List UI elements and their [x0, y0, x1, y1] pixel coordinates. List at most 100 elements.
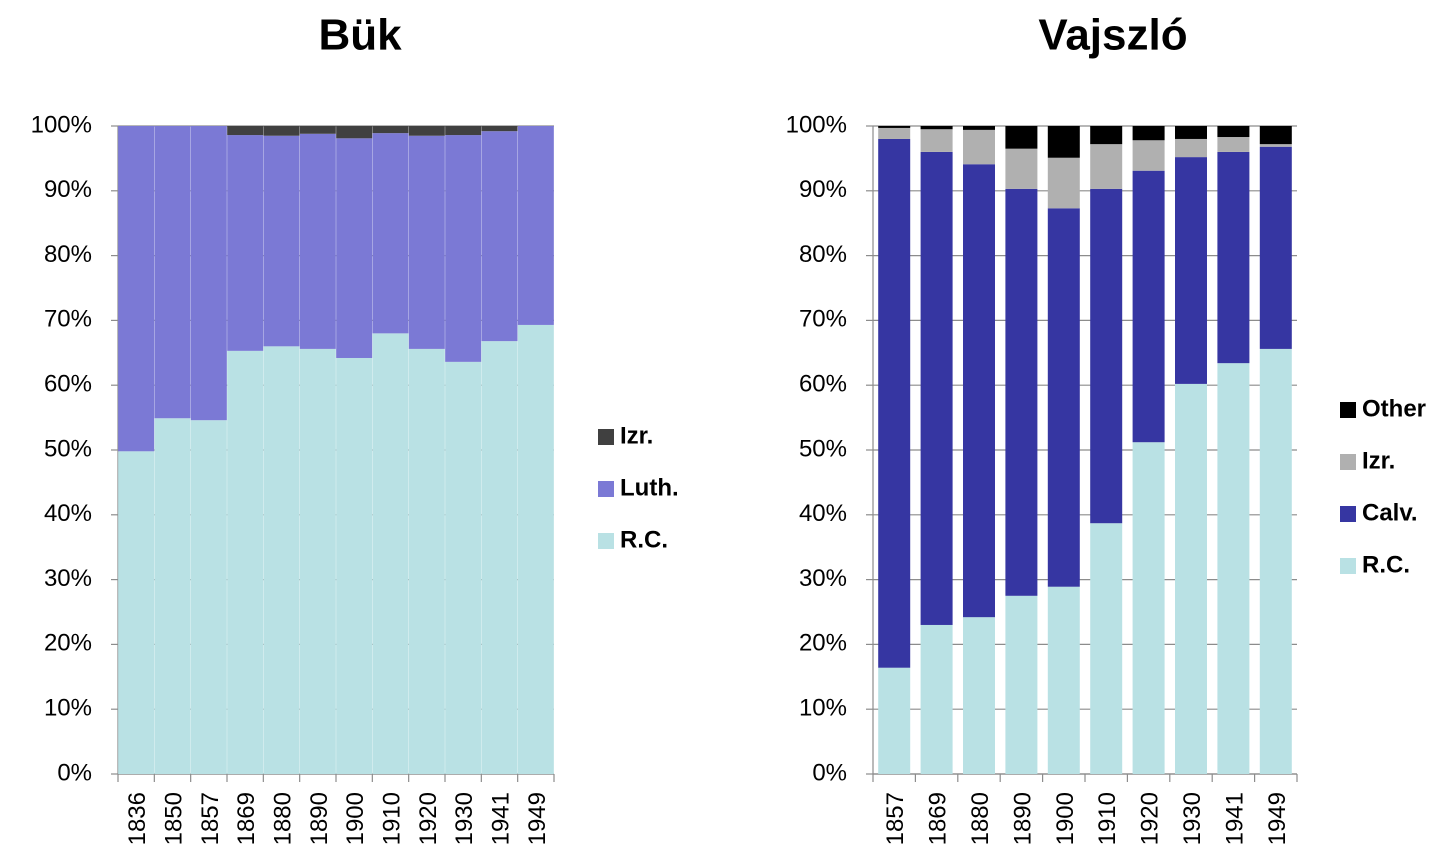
bar-segment [481, 341, 518, 774]
bar-segment [190, 126, 227, 421]
legend-label: Calv. [1362, 499, 1418, 526]
y-tick-label: 90% [44, 176, 92, 203]
bar-segment [1217, 363, 1250, 774]
x-tick-label: 1836 [124, 792, 151, 845]
y-tick-label: 10% [44, 695, 92, 722]
bar-segment [154, 126, 191, 419]
legend-swatch [598, 429, 614, 445]
y-tick-label: 20% [44, 630, 92, 657]
legend-label: Izr. [620, 422, 653, 449]
bar-segment [1047, 157, 1080, 209]
bar-segment [920, 129, 953, 152]
bar-segment [517, 126, 554, 325]
bar-segment [517, 324, 554, 774]
x-tick-label: 1857 [882, 792, 909, 845]
x-tick-label: 1900 [342, 792, 369, 845]
x-tick-label: 1910 [379, 792, 406, 845]
bar-segment [190, 420, 227, 774]
y-tick-label: 80% [44, 241, 92, 268]
bar-segment [227, 135, 264, 351]
x-tick-label: 1869 [233, 792, 260, 845]
bar-segment [920, 151, 953, 625]
bar-segment [963, 617, 995, 774]
y-tick-label: 40% [44, 500, 92, 527]
bar-segment [1259, 146, 1292, 349]
y-tick-label: 50% [799, 435, 847, 462]
bar-segment [154, 418, 191, 774]
bar-segment [1175, 126, 1207, 139]
y-tick-label: 30% [799, 565, 847, 592]
bar-segment [1090, 523, 1123, 774]
legend-label: Other [1362, 395, 1426, 422]
x-tick-label: 1941 [1221, 792, 1248, 845]
bar-segment [408, 135, 445, 349]
bar-segment [1175, 383, 1207, 774]
legend-swatch [1340, 506, 1356, 522]
x-tick-label: 1890 [1009, 792, 1036, 845]
y-tick-label: 70% [44, 306, 92, 333]
legend-swatch [1340, 402, 1356, 418]
bar-segment [481, 126, 518, 132]
x-tick-label: 1930 [451, 792, 478, 845]
y-tick-label: 30% [44, 565, 92, 592]
y-tick-label: 70% [799, 306, 847, 333]
y-tick-label: 20% [799, 630, 847, 657]
x-tick-label: 1900 [1052, 792, 1079, 845]
x-tick-label: 1949 [524, 792, 551, 845]
y-tick-label: 90% [799, 176, 847, 203]
y-tick-label: 10% [799, 695, 847, 722]
bar-segment [1005, 188, 1038, 596]
bar-segment [878, 138, 911, 668]
x-tick-label: 1880 [967, 792, 994, 845]
legend-swatch [598, 481, 614, 497]
bar-segment [336, 126, 373, 139]
x-tick-label: 1857 [197, 792, 224, 845]
x-tick-label: 1890 [306, 792, 333, 845]
legend-label: R.C. [620, 526, 668, 553]
bar-segment [878, 667, 911, 774]
y-tick-label: 60% [799, 371, 847, 398]
bar-segment [1259, 348, 1292, 774]
x-tick-label: 1910 [1094, 792, 1121, 845]
bar-segment [963, 126, 995, 130]
bar-segment [263, 346, 300, 774]
legend-swatch [598, 533, 614, 549]
bar-segment [299, 348, 336, 774]
bar-segment [336, 138, 373, 358]
bar-segment [1047, 586, 1080, 774]
bar-segment [1005, 126, 1038, 149]
bar-segment [336, 357, 373, 774]
bar-segment [1047, 208, 1080, 587]
bar-segment [1217, 151, 1250, 364]
bar-segment [372, 126, 409, 134]
bar-segment [408, 348, 445, 774]
y-tick-label: 80% [799, 241, 847, 268]
bar-segment [963, 164, 995, 618]
y-tick-label: 60% [44, 371, 92, 398]
bar-segment [1090, 126, 1123, 145]
x-tick-label: 1941 [488, 792, 515, 845]
bar-segment [445, 135, 482, 362]
chart-title: Vajszló [1038, 11, 1187, 60]
bar-segment [1090, 188, 1123, 524]
legend-label: Luth. [620, 474, 679, 501]
bar-segment [1132, 140, 1165, 171]
chart-title: Bük [318, 11, 402, 60]
bar-segment [1132, 442, 1165, 774]
bar-segment [1132, 170, 1165, 443]
bar-segment [1132, 126, 1165, 141]
bar-segment [299, 126, 336, 134]
bar-segment [878, 126, 911, 128]
x-tick-label: 1930 [1179, 792, 1206, 845]
y-tick-label: 100% [31, 111, 92, 138]
bar-segment [1259, 126, 1292, 145]
bar-segment [445, 361, 482, 774]
bar-segment [408, 126, 445, 136]
x-tick-label: 1880 [270, 792, 297, 845]
bar-segment [299, 133, 336, 349]
bar-segment [1217, 126, 1250, 138]
x-tick-label: 1869 [925, 792, 952, 845]
bar-segment [1047, 126, 1080, 158]
legend-label: Izr. [1362, 447, 1395, 474]
